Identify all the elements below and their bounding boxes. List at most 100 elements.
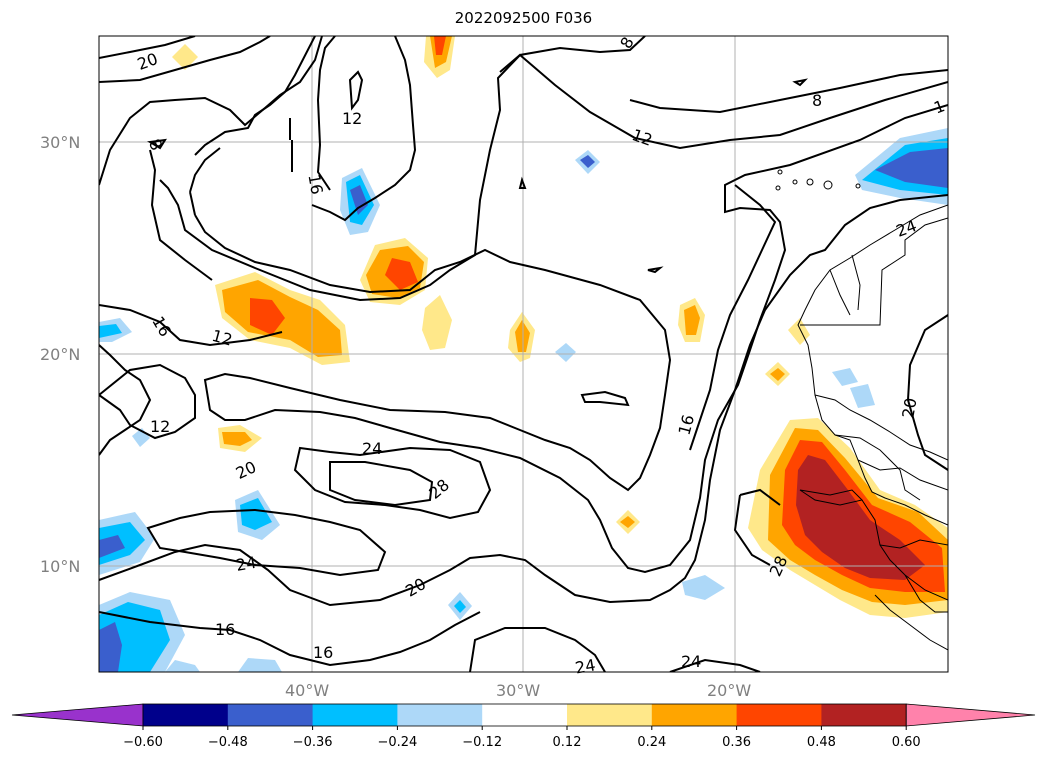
border (879, 539, 948, 549)
pos-shade-region (222, 432, 252, 446)
lat-label: 30°N (40, 133, 80, 152)
colorbar-tick-label: −0.24 (377, 735, 417, 750)
contour-line (518, 176, 527, 189)
pos-shade-region (796, 455, 925, 580)
contour-line (146, 508, 387, 577)
contour-label: 16 (313, 643, 333, 662)
contour-label: 8 (145, 135, 167, 153)
border (800, 217, 948, 326)
contour-label: 24 (681, 652, 701, 671)
contour-label: 12 (210, 326, 235, 350)
colorbar-segment (567, 704, 653, 726)
contour-label: 20 (898, 396, 920, 419)
neg-shade-region (875, 148, 948, 188)
colorbar-tick-label: 0.24 (637, 735, 666, 750)
lat-axis: 30°N 20°N 10°N (40, 133, 80, 576)
neg-shade-region (580, 155, 595, 168)
contour-line (194, 104, 948, 574)
border (904, 574, 948, 613)
pos-shade-region (385, 258, 418, 290)
border (857, 459, 948, 491)
contours (99, 36, 948, 672)
contour-line (159, 53, 948, 302)
contour-label: 12 (150, 417, 170, 436)
coastlines (775, 169, 948, 651)
contour-line (311, 36, 417, 222)
contour-label: 24 (362, 439, 382, 458)
colorbar-ticks: −0.60 −0.48 −0.36 −0.24 −0.12 0.12 0.24 0.36 0.4… (123, 726, 921, 750)
contour-label: 8 (812, 91, 822, 110)
border (874, 594, 948, 651)
contour-line (499, 36, 646, 73)
map-title: 2022092500 F036 (454, 9, 593, 27)
contour-line (906, 314, 948, 471)
island (806, 178, 814, 186)
colorbar-tick-label: −0.36 (293, 735, 333, 750)
map-frame (98, 35, 949, 673)
lat-label: 20°N (40, 345, 80, 364)
contour-label: 16 (148, 313, 175, 340)
lon-axis: 40°W 30°W 20°W (285, 681, 751, 700)
contour-line (629, 69, 948, 114)
colorbar-tick-label: −0.60 (123, 735, 163, 750)
colorbar (11, 703, 1036, 727)
border (834, 434, 921, 501)
contour-line (99, 194, 948, 607)
pos-shade-region (684, 305, 700, 335)
neg-shade-region (240, 498, 272, 530)
colorbar-segment (227, 704, 314, 726)
neg-shade-region (682, 575, 725, 600)
contour-line (99, 304, 283, 347)
contour-line (99, 36, 323, 186)
contour-line (469, 627, 606, 672)
contour-label: 16 (674, 413, 698, 438)
lon-label: 30°W (496, 681, 540, 700)
colorbar-tick-label: −0.48 (208, 735, 248, 750)
island (792, 179, 798, 185)
contour-labels: 20 12 8 8 16 12 16 12 16 12 20 24 28 24 … (135, 34, 948, 678)
contour-line (189, 147, 221, 216)
colorbar-segment (482, 704, 568, 726)
island (777, 169, 783, 175)
contour-line (580, 390, 630, 407)
colorbar-segment (736, 704, 822, 726)
colorbar-segment (651, 704, 738, 726)
contour-label: 20 (402, 574, 429, 601)
colorbar-extend-min (11, 703, 144, 727)
lat-label: 10°N (40, 557, 80, 576)
colorbar-extend-max (905, 703, 1036, 727)
contour-label: 24 (894, 216, 920, 241)
border (814, 394, 948, 461)
colorbar-tick-label: 0.48 (807, 735, 836, 750)
border (829, 269, 851, 316)
neg-shade-region (238, 658, 282, 672)
neg-shade-region (555, 343, 576, 362)
neg-shade-region (454, 600, 466, 613)
pos-shade-region (620, 516, 635, 528)
neg-shade-region (99, 535, 125, 558)
contour-line (792, 78, 809, 87)
pos-shade-region (172, 44, 198, 70)
border (861, 499, 948, 601)
contour-line (99, 363, 196, 440)
contour-line (194, 36, 316, 156)
contour-line (99, 36, 196, 59)
contour-label: 16 (215, 620, 235, 639)
lon-label: 40°W (285, 681, 329, 700)
colorbar-segment (821, 704, 907, 726)
neg-shade-region (350, 185, 368, 215)
contour-label: 16 (304, 173, 326, 196)
colorbar-tick-label: 0.12 (553, 735, 582, 750)
contour-label: 12 (629, 125, 655, 150)
pos-shade-region (770, 368, 785, 381)
contour-line (669, 658, 761, 672)
contour-label: 20 (135, 49, 161, 74)
neg-shade-region (165, 660, 200, 672)
contour-line (99, 36, 271, 83)
contour-line (647, 266, 664, 274)
pos-shade-region (434, 36, 446, 55)
border (851, 254, 861, 311)
neg-shade-region (832, 368, 858, 386)
contour-label: 12 (342, 109, 362, 128)
